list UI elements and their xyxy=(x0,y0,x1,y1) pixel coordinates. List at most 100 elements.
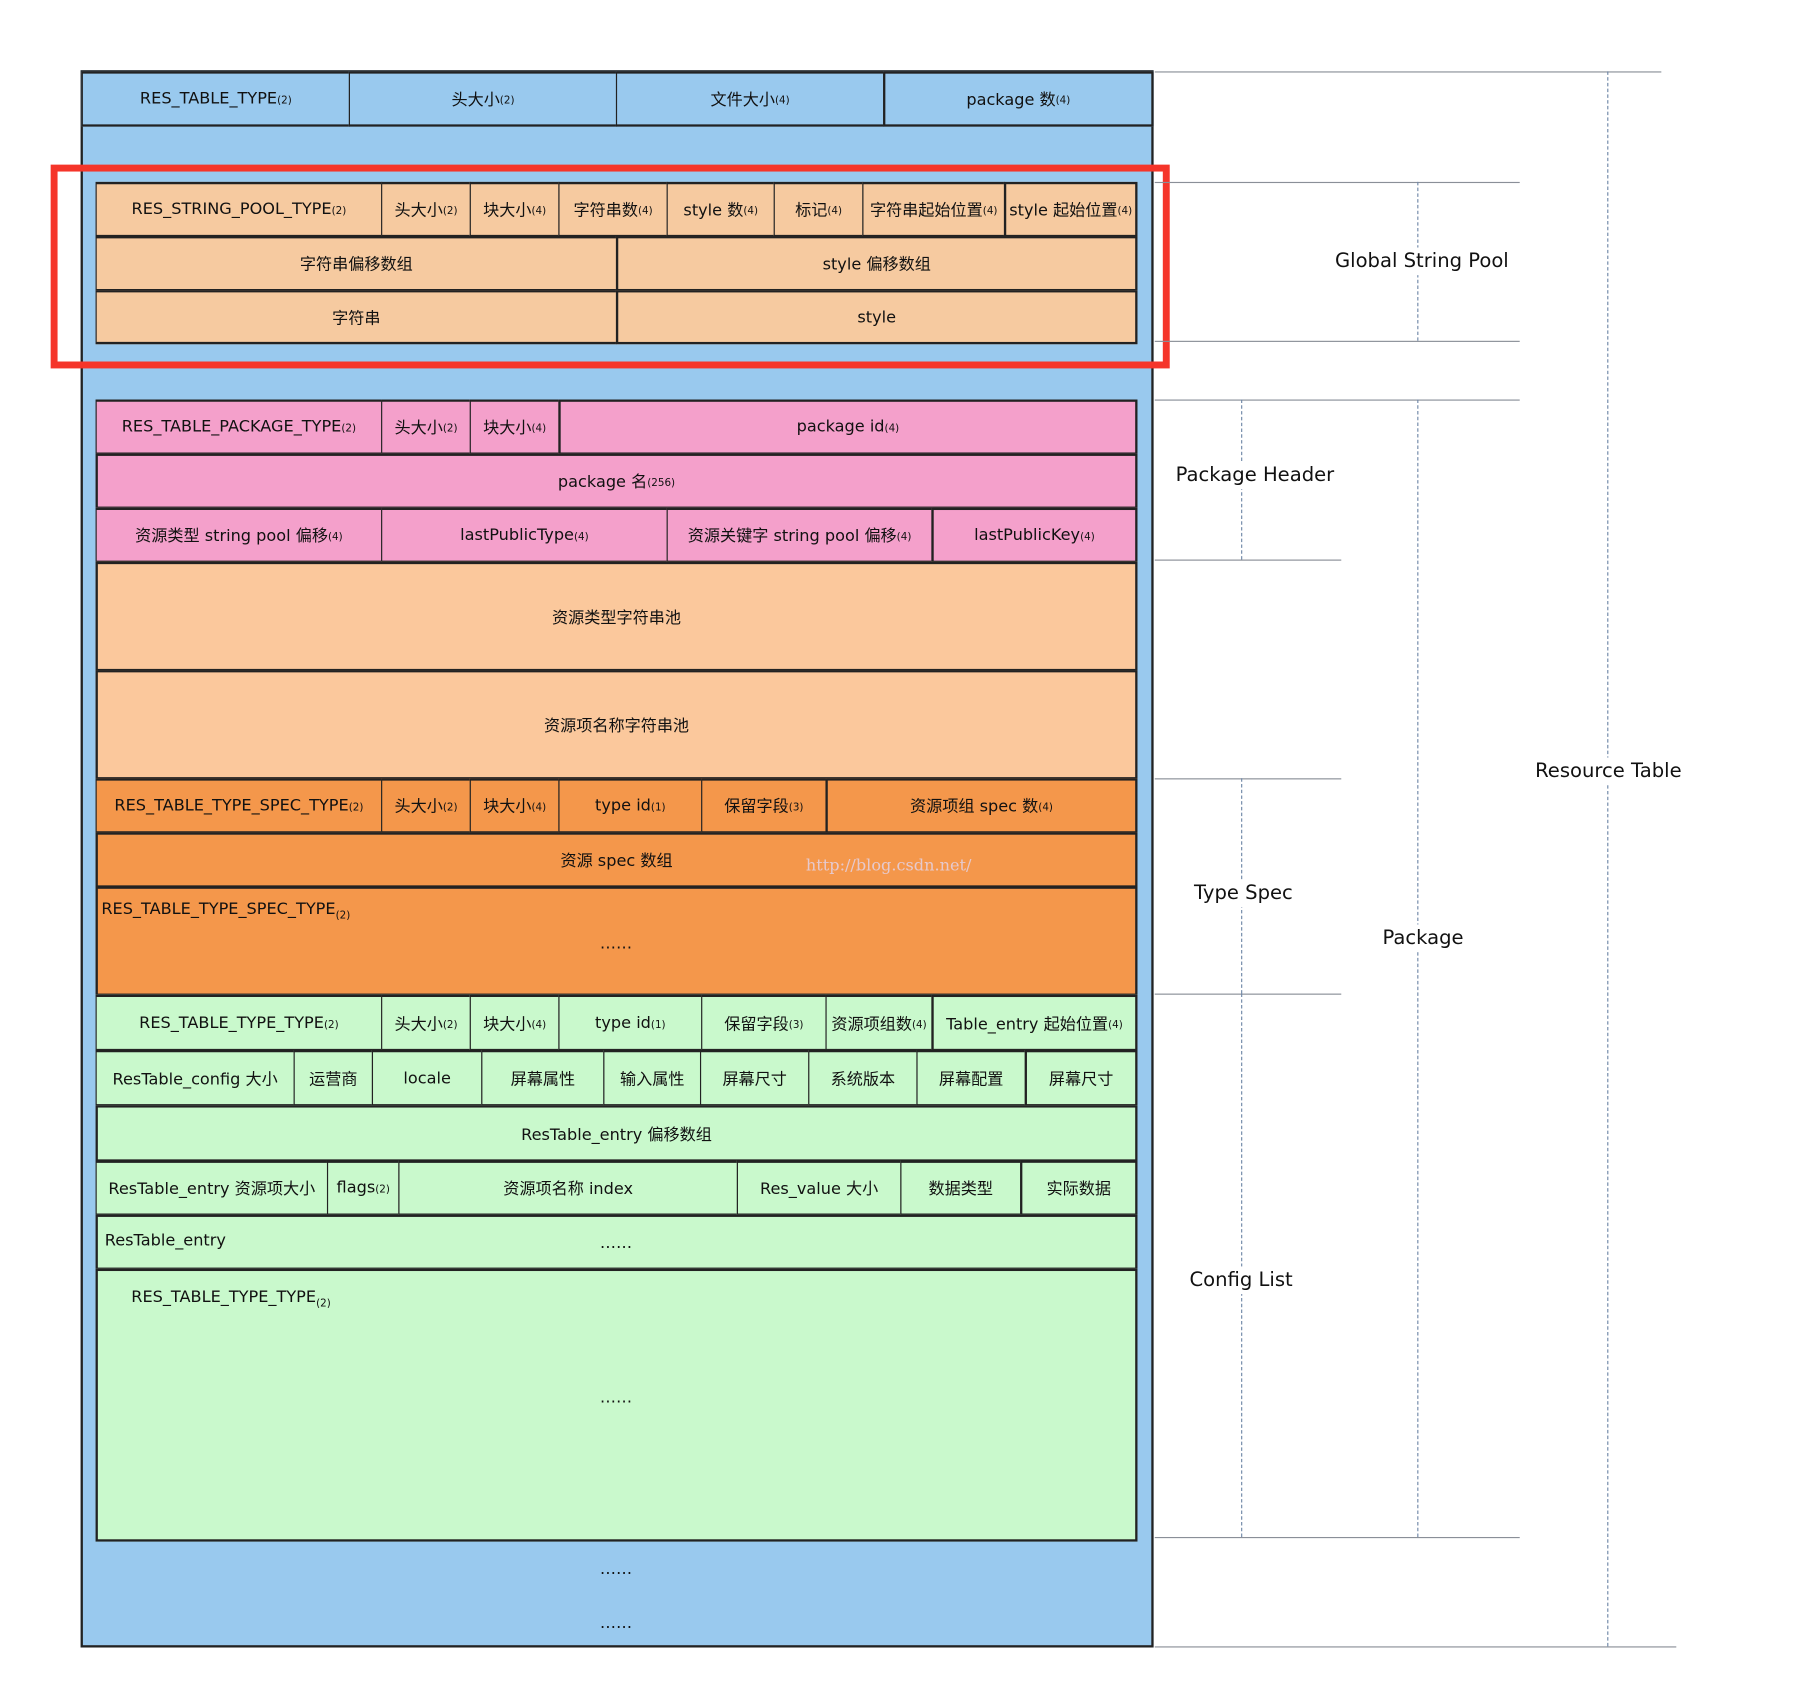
restable-entry-row-cell: 数据类型 xyxy=(900,1160,1022,1216)
type-header-cell: Table_entry 起始位置 (4) xyxy=(931,994,1138,1052)
package-pool-offsets-cell: lastPublicKey (4) xyxy=(931,507,1138,563)
type-header-cell: RES_TABLE_TYPE_TYPE (2) xyxy=(95,994,383,1052)
guide-line xyxy=(1154,399,1520,401)
cell-label: 头大小 xyxy=(451,90,500,110)
string-pool-header-cell: 字符串起始位置 (4) xyxy=(862,181,1006,238)
cell-label: 头大小 xyxy=(394,1014,443,1034)
cell-size: (1) xyxy=(650,802,666,814)
cell-label: 块大小 xyxy=(483,1014,532,1034)
cell-label: 字符串 xyxy=(332,309,381,328)
cell-label: 屏幕配置 xyxy=(938,1070,1004,1089)
string-pool-header-cell: style 起始位置 (4) xyxy=(1003,181,1138,238)
package-header-row-cell: 头大小 (2) xyxy=(381,399,471,455)
cell-size: (4) xyxy=(327,531,343,544)
type-spec-ellipsis: …… xyxy=(599,934,633,954)
string-pool-data-cell: style xyxy=(615,290,1138,345)
cell-label: Res_value 大小 xyxy=(760,1180,879,1199)
cell-size: (2) xyxy=(442,1019,458,1031)
global-string-pool-label: Global String Pool xyxy=(1334,247,1509,276)
cell-size: (4) xyxy=(637,206,653,218)
cell-label: 头大小 xyxy=(394,797,443,817)
string-pool-header-cell: 头大小 (2) xyxy=(381,181,471,238)
cell-label: 资源项名称字符串池 xyxy=(543,716,690,736)
table-header-cell: 文件大小 (4) xyxy=(615,71,885,127)
guide-line xyxy=(1154,559,1342,561)
cell-label: 头大小 xyxy=(394,201,443,220)
cell-label: package 名 xyxy=(557,473,648,492)
type-header-cell: type id (1) xyxy=(558,994,703,1052)
guide-line xyxy=(1154,993,1342,995)
cell-size: (4) xyxy=(1038,802,1053,814)
cell-size: (1) xyxy=(650,1019,666,1031)
restable-config-cell: 系统版本 xyxy=(808,1049,918,1107)
cell-label: style 数 xyxy=(683,201,744,220)
cell-size: (2) xyxy=(323,1019,339,1031)
cell-label: 资源类型 string pool 偏移 xyxy=(135,527,328,546)
restable-entry-more xyxy=(95,1214,1138,1270)
package-header-row-cell: RES_TABLE_PACKAGE_TYPE (2) xyxy=(95,399,383,455)
restable-config-cell: 输入属性 xyxy=(603,1049,702,1107)
cell-label: Table_entry 起始位置 xyxy=(946,1014,1109,1034)
cell-size: (2) xyxy=(331,206,347,218)
type-string-pool: 资源类型字符串池 xyxy=(95,561,1138,672)
cell-label: 资源项组数 xyxy=(831,1014,912,1034)
string-pool-header-cell: style 数 (4) xyxy=(666,181,775,238)
string-pool-header-cell: 标记 (4) xyxy=(773,181,864,238)
cell-label: 实际数据 xyxy=(1046,1180,1112,1199)
cell-size: (4) xyxy=(531,206,547,218)
type-spec-label: Type Spec xyxy=(1193,879,1293,908)
cell-label: RES_TABLE_PACKAGE_TYPE xyxy=(121,417,342,437)
cell-size: (256) xyxy=(647,477,676,490)
cell-label: 保留字段 xyxy=(724,1014,789,1034)
cell-label: 资源类型字符串池 xyxy=(552,608,681,627)
package-pool-offsets-cell: 资源关键字 string pool 偏移 (4) xyxy=(666,507,933,563)
restable-entry-row-cell: 资源项名称 index xyxy=(398,1160,738,1216)
restable-config-cell: 屏幕尺寸 xyxy=(1024,1049,1138,1107)
cell-label: 文件大小 xyxy=(710,90,775,110)
cell-label: 资源 spec 数组 xyxy=(560,851,673,871)
guide-line xyxy=(1154,181,1520,184)
cell-size: (3) xyxy=(788,802,804,814)
cell-label: lastPublicKey xyxy=(974,526,1081,545)
cell-label: 资源项名称 index xyxy=(503,1180,634,1199)
cell-label: type id xyxy=(595,796,651,816)
resource-table-span xyxy=(1607,71,1609,1647)
type-spec-header-cell: 保留字段 (3) xyxy=(701,778,827,834)
guide-line xyxy=(1154,1536,1520,1539)
table-header-cell: 头大小 (2) xyxy=(348,71,618,127)
cell-label: package 数 xyxy=(966,90,1056,110)
cell-label: 字符串偏移数组 xyxy=(299,255,413,275)
restable-entry-ellipsis: …… xyxy=(599,1234,633,1253)
restable-config-cell: 屏幕属性 xyxy=(481,1049,605,1107)
cell-label: 输入属性 xyxy=(619,1070,685,1089)
cell-label: ResTable_entry 偏移数组 xyxy=(521,1125,712,1144)
cell-label: style 起始位置 xyxy=(1009,201,1118,220)
cell-label: style xyxy=(857,307,897,327)
cell-label: 运营商 xyxy=(309,1070,358,1089)
cell-label: ResTable_entry 资源项大小 xyxy=(108,1180,316,1199)
cell-label: locale xyxy=(403,1068,451,1088)
package-header-row-cell: package id (4) xyxy=(558,399,1138,455)
restable-entry-row-cell: ResTable_entry 资源项大小 xyxy=(95,1160,329,1216)
string-pool-header-cell: 块大小 (4) xyxy=(469,181,560,238)
resource-table-label: Resource Table xyxy=(1535,757,1682,786)
cell-size: (4) xyxy=(1055,95,1071,108)
watermark: http://blog.csdn.net/ xyxy=(805,856,972,875)
cell-size: (2) xyxy=(442,206,458,218)
cell-size: (4) xyxy=(1117,206,1133,218)
cell-label: 资源关键字 string pool 偏移 xyxy=(687,527,897,546)
type-header-cell: 保留字段 (3) xyxy=(701,994,827,1052)
cell-size: (4) xyxy=(743,206,759,218)
cell-label: package id xyxy=(796,417,885,437)
trailing-ellipsis-1: …… xyxy=(599,1560,633,1579)
cell-label: RES_TABLE_TYPE_SPEC_TYPE xyxy=(114,796,349,816)
restable-entry-row-cell: Res_value 大小 xyxy=(736,1160,902,1216)
cell-size: (2) xyxy=(499,95,515,108)
cell-label: flags xyxy=(336,1178,376,1198)
cell-size: (4) xyxy=(531,802,547,814)
cell-label: RES_STRING_POOL_TYPE xyxy=(131,200,332,219)
config-next-ellipsis: …… xyxy=(599,1388,633,1407)
cell-label: 块大小 xyxy=(483,419,532,438)
package-span xyxy=(1417,399,1419,1537)
